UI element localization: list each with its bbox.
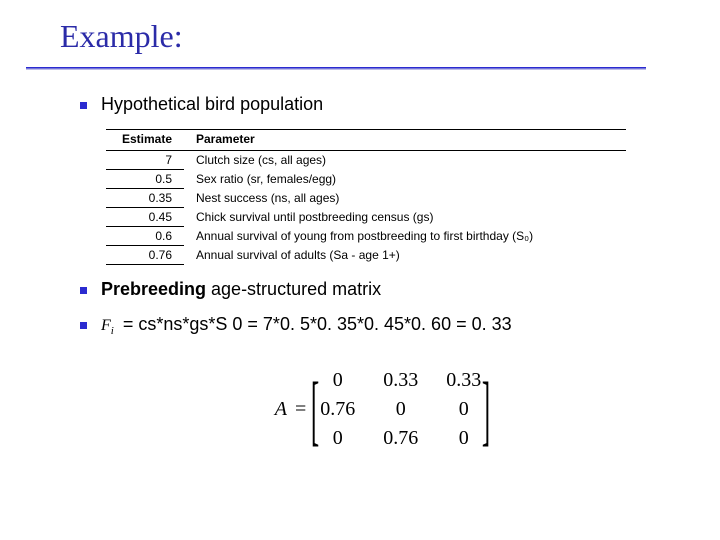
fi-sub: i xyxy=(111,325,114,337)
matrix-cell: 0 xyxy=(446,427,481,450)
bullet-2-rest: age-structured matrix xyxy=(206,279,381,299)
matrix-grid: 0 0.33 0.33 0.76 0 0 0 0.76 0 xyxy=(314,365,487,454)
equals-sign: = xyxy=(295,398,306,421)
table-row: 0.76Annual survival of adults (Sa - age … xyxy=(106,246,626,265)
matrix-cell: 0 xyxy=(383,398,418,421)
cell-parameter: Chick survival until postbreeding census… xyxy=(184,208,626,227)
right-bracket-icon: ] xyxy=(482,378,490,442)
cell-estimate: 0.6 xyxy=(106,227,184,246)
matrix-cell: 0.76 xyxy=(383,427,418,450)
table-row: 0.45Chick survival until postbreeding ce… xyxy=(106,208,626,227)
cell-estimate: 7 xyxy=(106,151,184,170)
matrix-cell: 0.33 xyxy=(446,369,481,392)
table: Estimate Parameter 7Clutch size (cs, all… xyxy=(106,129,626,265)
cell-estimate: 0.45 xyxy=(106,208,184,227)
content-area: Hypothetical bird population Estimate Pa… xyxy=(0,70,720,454)
estimate-table: Estimate Parameter 7Clutch size (cs, all… xyxy=(106,129,626,265)
bullet-1-text: Hypothetical bird population xyxy=(101,94,323,115)
slide-title: Example: xyxy=(60,18,720,55)
table-row: 7Clutch size (cs, all ages) xyxy=(106,151,626,170)
cell-parameter: Annual survival of young from postbreedi… xyxy=(184,227,626,246)
left-bracket-icon: [ xyxy=(311,378,319,442)
matrix-cell: 0 xyxy=(446,398,481,421)
bullet-marker-icon xyxy=(80,287,87,294)
col-header-parameter: Parameter xyxy=(184,130,626,151)
table-row: 0.6Annual survival of young from postbre… xyxy=(106,227,626,246)
cell-parameter: Clutch size (cs, all ages) xyxy=(184,151,626,170)
col-header-estimate: Estimate xyxy=(106,130,184,151)
matrix-equation: A = [ 0 0.33 0.33 0.76 0 0 0 0.76 0 ] xyxy=(80,365,680,454)
bullet-2: Prebreeding age-structured matrix xyxy=(80,279,680,300)
table-row: 0.35Nest success (ns, all ages) xyxy=(106,189,626,208)
bullet-1: Hypothetical bird population xyxy=(80,94,680,115)
matrix-A: A xyxy=(275,398,287,421)
cell-estimate: 0.35 xyxy=(106,189,184,208)
title-block: Example: xyxy=(0,0,720,63)
cell-estimate: 0.76 xyxy=(106,246,184,265)
matrix-cell: 0.76 xyxy=(320,398,355,421)
cell-estimate: 0.5 xyxy=(106,170,184,189)
bullet-3-rest: = cs*ns*gs*S 0 = 7*0. 5*0. 35*0. 45*0. 6… xyxy=(118,314,512,334)
matrix-cell: 0.33 xyxy=(383,369,418,392)
fi-letter: F xyxy=(101,317,111,334)
matrix-cell: 0 xyxy=(320,369,355,392)
cell-parameter: Sex ratio (sr, females/egg) xyxy=(184,170,626,189)
bullet-3-text: Fi = cs*ns*gs*S 0 = 7*0. 5*0. 35*0. 45*0… xyxy=(101,314,512,337)
matrix-eq-row: A = [ 0 0.33 0.33 0.76 0 0 0 0.76 0 ] xyxy=(275,365,485,454)
bullet-2-text: Prebreeding age-structured matrix xyxy=(101,279,381,300)
table-row: 0.5Sex ratio (sr, females/egg) xyxy=(106,170,626,189)
bullet-3: Fi = cs*ns*gs*S 0 = 7*0. 5*0. 35*0. 45*0… xyxy=(80,314,680,337)
bullet-marker-icon xyxy=(80,322,87,329)
table-body: 7Clutch size (cs, all ages) 0.5Sex ratio… xyxy=(106,151,626,265)
matrix-cell: 0 xyxy=(320,427,355,450)
bullet-marker-icon xyxy=(80,102,87,109)
fi-symbol: Fi xyxy=(101,317,114,334)
cell-parameter: Annual survival of adults (Sa - age 1+) xyxy=(184,246,626,265)
bullet-2-bold: Prebreeding xyxy=(101,279,206,299)
cell-parameter: Nest success (ns, all ages) xyxy=(184,189,626,208)
